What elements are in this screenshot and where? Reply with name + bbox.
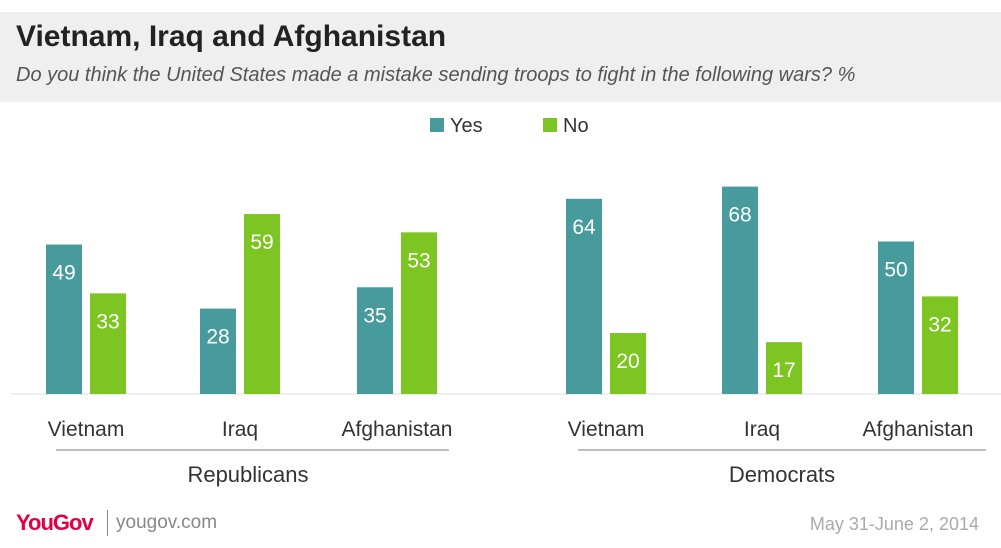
value-label-republicans-vietnam-yes: 49: [52, 262, 75, 285]
footer-divider: [107, 510, 108, 536]
value-label-republicans-iraq-yes: 28: [206, 326, 229, 349]
bar-republicans-afghanistan-no: [401, 232, 437, 394]
value-label-republicans-afghanistan-yes: 35: [363, 304, 386, 327]
chart-title: Vietnam, Iraq and Afghanistan: [16, 20, 447, 53]
legend-label-no: No: [563, 115, 589, 137]
value-label-republicans-iraq-no: 59: [250, 231, 273, 254]
value-label-republicans-vietnam-no: 33: [96, 310, 119, 333]
bar-democrats-iraq-no: [766, 342, 802, 394]
bar-democrats-vietnam-no: [610, 333, 646, 394]
category-label-republicans-vietnam: Vietnam: [48, 418, 125, 441]
bar-democrats-afghanistan-yes: [878, 241, 914, 394]
value-label-democrats-iraq-no: 17: [772, 359, 795, 382]
value-label-democrats-vietnam-no: 20: [616, 350, 639, 373]
category-label-republicans-iraq: Iraq: [222, 418, 258, 441]
group-label-democrats: Democrats: [729, 462, 835, 487]
yougov-logo: YouGov: [16, 510, 94, 535]
value-label-republicans-afghanistan-no: 53: [407, 249, 430, 272]
bar-democrats-vietnam-yes: [566, 198, 602, 394]
category-label-democrats-iraq: Iraq: [744, 418, 780, 441]
bar-republicans-afghanistan-yes: [357, 287, 393, 394]
value-label-democrats-iraq-yes: 68: [728, 204, 751, 227]
bar-republicans-vietnam-yes: [46, 244, 82, 394]
legend-swatch-yes: [430, 118, 444, 132]
survey-date: May 31-June 2, 2014: [809, 514, 979, 534]
bar-democrats-afghanistan-no: [922, 296, 958, 394]
legend-label-yes: Yes: [450, 115, 483, 137]
category-label-republicans-afghanistan: Afghanistan: [342, 418, 453, 441]
category-label-democrats-afghanistan: Afghanistan: [863, 418, 974, 441]
header-band: [0, 12, 1001, 102]
category-label-democrats-vietnam: Vietnam: [568, 418, 645, 441]
chart-subtitle: Do you think the United States made a mi…: [16, 64, 856, 86]
bar-republicans-iraq-no: [244, 214, 280, 394]
bar-republicans-iraq-yes: [200, 308, 236, 394]
legend-swatch-no: [543, 118, 557, 132]
value-label-democrats-afghanistan-no: 32: [928, 313, 951, 336]
value-label-democrats-afghanistan-yes: 50: [884, 259, 907, 282]
value-label-democrats-vietnam-yes: 64: [572, 216, 596, 239]
footer-url: yougov.com: [116, 512, 218, 533]
group-label-republicans: Republicans: [187, 462, 308, 487]
bar-democrats-iraq-yes: [722, 186, 758, 394]
bar-republicans-vietnam-no: [90, 293, 126, 394]
